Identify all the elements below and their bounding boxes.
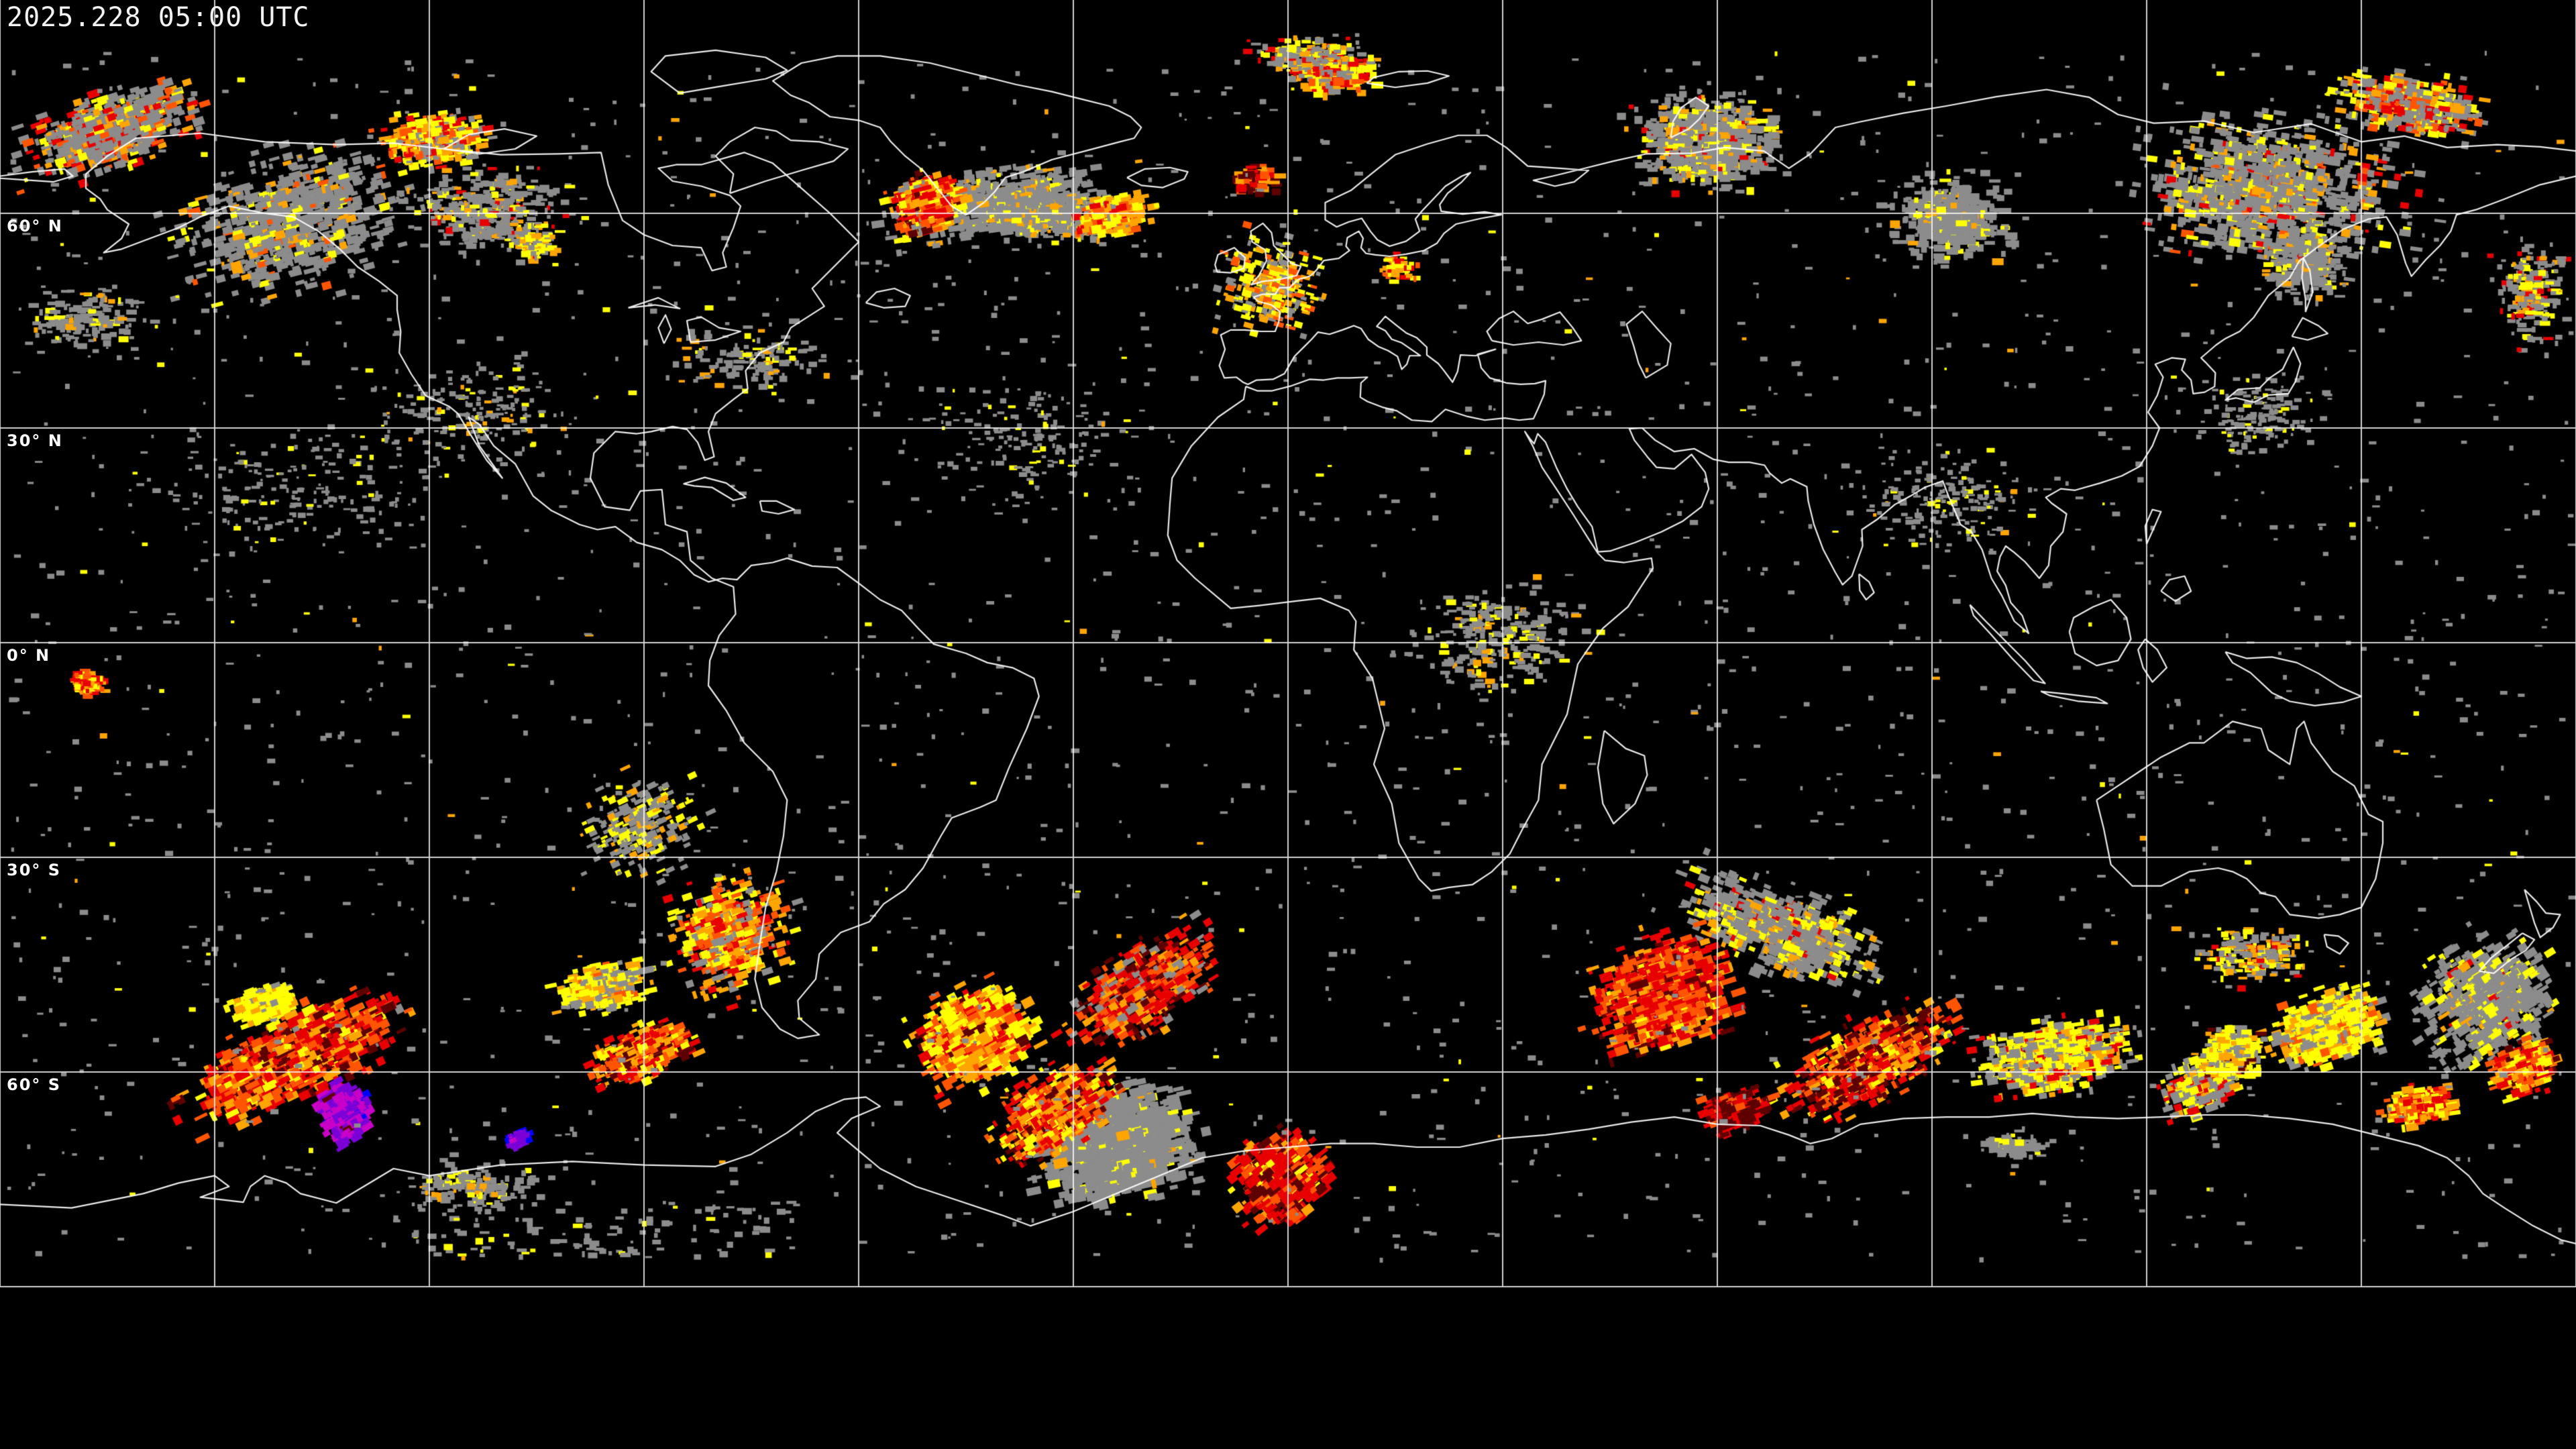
timestamp-label: 2025.228 05:00 UTC (7, 2, 310, 33)
lat-label-60s: 60° S (7, 1075, 62, 1094)
legend: SLW Large Drop Index 13.5-1616-1919-2222… (0, 1287, 2576, 1449)
lat-label-0n: 0° N (7, 646, 51, 665)
lat-label-60n: 60° N (7, 217, 63, 235)
lat-label-30n: 30° N (7, 431, 63, 450)
lat-label-30s: 30° S (7, 861, 62, 879)
